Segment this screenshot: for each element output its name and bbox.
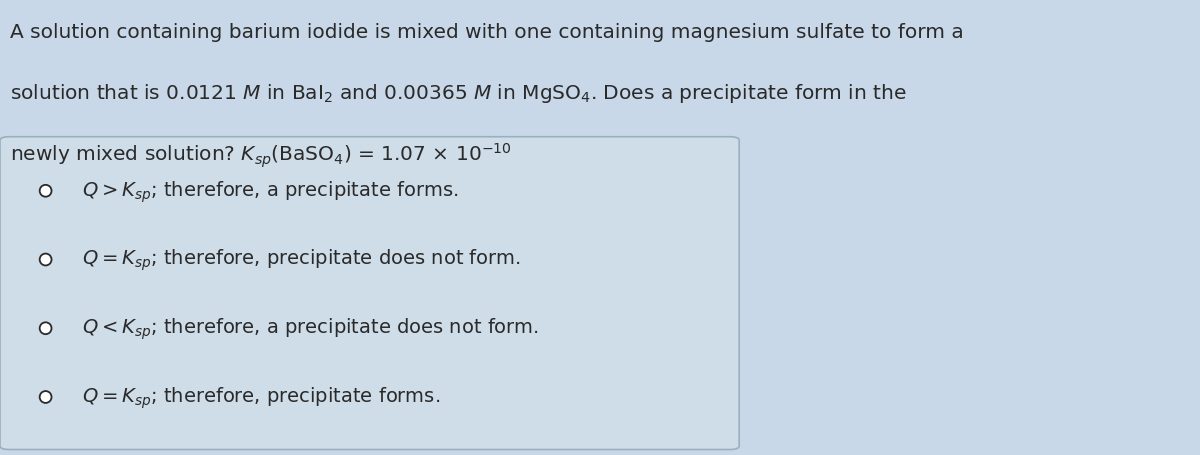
Text: solution that is 0.0121 $M$ in BaI$_2$ and 0.00365 $M$ in MgSO$_4$. Does a preci: solution that is 0.0121 $M$ in BaI$_2$ a…	[10, 82, 906, 105]
Ellipse shape	[40, 391, 52, 403]
Text: $Q < K_{sp}$; therefore, a precipitate does not form.: $Q < K_{sp}$; therefore, a precipitate d…	[82, 316, 539, 341]
Ellipse shape	[40, 186, 52, 197]
Text: newly mixed solution? $K_{sp}$(BaSO$_4$) = 1.07 × 10$^{-10}$: newly mixed solution? $K_{sp}$(BaSO$_4$)…	[10, 141, 511, 169]
Ellipse shape	[40, 323, 52, 334]
Ellipse shape	[40, 254, 52, 266]
Text: $Q = K_{sp}$; therefore, precipitate does not form.: $Q = K_{sp}$; therefore, precipitate doe…	[82, 247, 521, 273]
Text: $Q > K_{sp}$; therefore, a precipitate forms.: $Q > K_{sp}$; therefore, a precipitate f…	[82, 179, 458, 204]
FancyBboxPatch shape	[0, 137, 739, 450]
Text: A solution containing barium iodide is mixed with one containing magnesium sulfa: A solution containing barium iodide is m…	[10, 23, 964, 42]
Text: $Q = K_{sp}$; therefore, precipitate forms.: $Q = K_{sp}$; therefore, precipitate for…	[82, 384, 440, 410]
